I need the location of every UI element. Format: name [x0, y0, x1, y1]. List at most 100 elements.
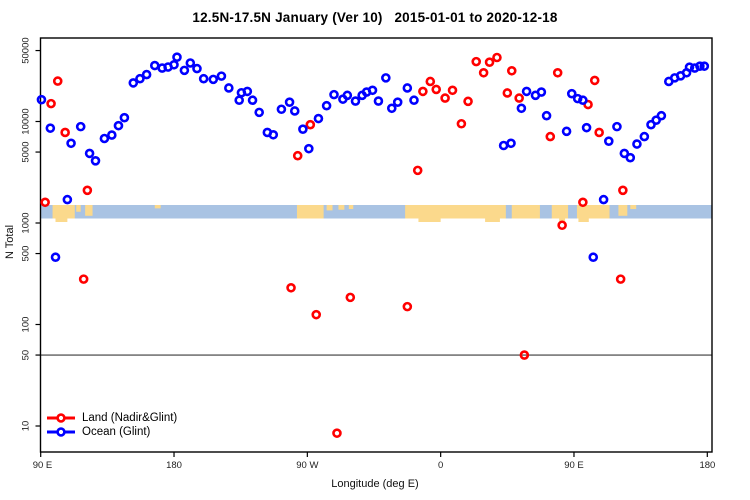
data-point-ocean — [172, 52, 182, 63]
legend-item-ocean: Ocean (Glint) — [46, 425, 177, 439]
data-point-land — [60, 127, 70, 138]
data-point-ocean — [581, 122, 592, 133]
data-point-ocean — [50, 252, 61, 263]
data-point-ocean — [373, 96, 384, 106]
data-point-land — [506, 65, 517, 76]
data-point-ocean — [313, 113, 324, 124]
data-point-land — [618, 185, 628, 196]
data-point-land — [40, 197, 50, 208]
data-point-ocean — [119, 112, 130, 123]
data-point-ocean — [169, 59, 179, 70]
data-point-ocean — [276, 104, 287, 115]
y-axis-label: N Total — [4, 224, 16, 259]
data-point-ocean — [284, 97, 295, 107]
data-point-land — [578, 197, 588, 208]
data-point-ocean — [506, 138, 516, 149]
data-point-land — [552, 67, 563, 78]
x-axis-label: Longitude (deg E) — [331, 478, 419, 490]
y-tick-label: 50000 — [21, 37, 32, 63]
data-point-ocean — [588, 252, 599, 263]
data-point-land — [589, 75, 600, 86]
ocean-marker-icon — [47, 427, 75, 437]
chart-title: 12.5N-17.5N January (Ver 10) 2015-01-01 … — [192, 10, 558, 25]
map-strip-land — [326, 205, 333, 211]
map-strip-land — [338, 205, 345, 210]
legend-label-ocean: Ocean (Glint) — [82, 426, 151, 438]
y-tick-label: 10000 — [21, 108, 32, 134]
data-point-land — [615, 274, 626, 284]
data-point-ocean — [646, 119, 656, 130]
data-point-ocean — [381, 73, 391, 83]
data-point-ocean — [216, 71, 227, 81]
data-point-ocean — [66, 138, 76, 149]
data-point-ocean — [149, 60, 160, 71]
data-point-land — [463, 96, 473, 107]
data-point-ocean — [572, 93, 583, 104]
data-point-land — [431, 84, 442, 95]
data-point-land — [557, 220, 567, 231]
data-point-ocean — [298, 124, 308, 134]
data-point-ocean — [566, 88, 577, 99]
map-strip-coast-bump — [55, 217, 68, 222]
data-point-land — [484, 57, 495, 67]
data-point-land — [478, 67, 489, 78]
map-strip-land — [154, 205, 161, 209]
data-point-ocean — [619, 148, 630, 159]
data-point-ocean — [350, 96, 361, 106]
y-tick-label: 5000 — [21, 141, 32, 162]
data-point-ocean — [179, 65, 190, 76]
data-point-land — [471, 56, 482, 67]
map-strip-coast-bump — [418, 217, 441, 222]
data-point-ocean — [268, 129, 279, 140]
data-point-land — [345, 292, 356, 303]
data-point-land — [440, 93, 450, 103]
data-point-ocean — [192, 63, 202, 74]
x-tick-label: 180 — [699, 460, 715, 471]
legend-item-land: Land (Nadir&Glint) — [46, 411, 177, 425]
data-point-ocean — [289, 106, 300, 116]
map-strip-coast-bump — [559, 217, 566, 222]
data-point-ocean — [304, 143, 314, 154]
data-point-land — [456, 118, 467, 129]
data-point-ocean — [224, 83, 234, 93]
data-point-land — [594, 127, 604, 138]
y-tick-label: 1000 — [21, 212, 32, 233]
data-point-ocean — [561, 126, 572, 137]
data-point-ocean — [247, 95, 258, 106]
data-point-ocean — [684, 62, 695, 72]
map-strip-ocean — [40, 205, 712, 219]
data-point-land — [519, 350, 530, 360]
data-point-land — [418, 86, 428, 97]
data-point-land — [447, 85, 458, 96]
data-point-land — [52, 76, 63, 86]
data-point-ocean — [185, 58, 196, 68]
data-point-land — [286, 282, 296, 293]
map-strip-land — [296, 205, 324, 219]
x-tick-label: 90 E — [33, 460, 53, 471]
x-tick-label: 90 E — [564, 460, 584, 471]
y-tick-label: 100 — [21, 317, 32, 333]
data-point-ocean — [578, 95, 588, 106]
data-point-ocean — [329, 89, 339, 100]
data-point-ocean — [409, 95, 419, 106]
map-strip-coast-bump — [578, 217, 589, 222]
data-point-ocean — [90, 156, 101, 166]
map-strip-land — [618, 205, 628, 216]
y-tick-label: 10 — [21, 421, 32, 432]
data-point-land — [412, 165, 423, 176]
data-point-ocean — [625, 152, 636, 163]
map-strip-land — [348, 205, 354, 210]
data-point-ocean — [386, 103, 397, 114]
data-point-ocean — [321, 100, 332, 111]
data-point-ocean — [541, 110, 552, 121]
data-point-ocean — [62, 194, 73, 205]
data-point-ocean — [695, 61, 705, 71]
data-point-ocean — [603, 136, 614, 146]
x-tick-label: 180 — [166, 460, 182, 471]
data-point-ocean — [656, 110, 667, 121]
map-strip-land — [52, 205, 75, 219]
data-point-land — [78, 274, 89, 284]
map-strip-land — [551, 205, 569, 219]
land-marker-icon — [47, 413, 75, 423]
